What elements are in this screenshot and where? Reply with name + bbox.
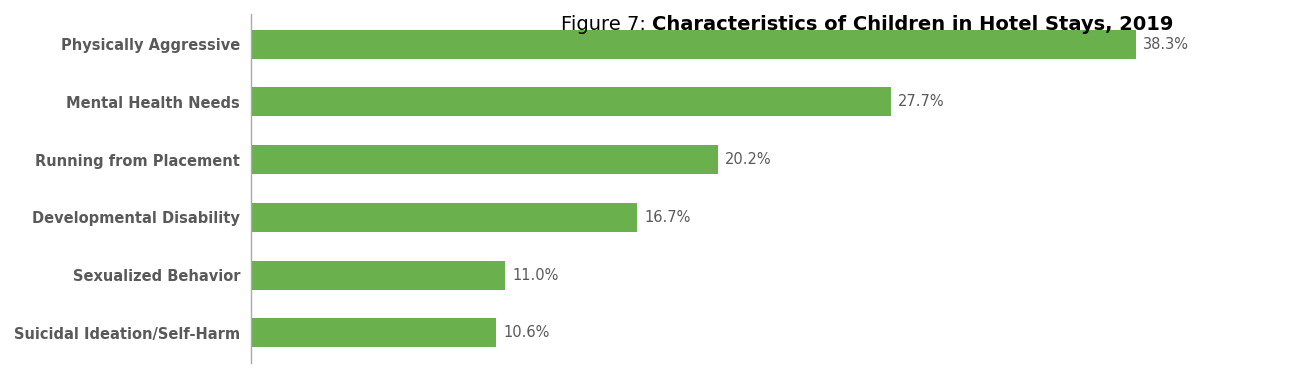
Bar: [251, 30, 1137, 59]
Text: 38.3%: 38.3%: [1143, 37, 1189, 52]
Bar: [251, 261, 505, 290]
Text: 16.7%: 16.7%: [643, 210, 690, 225]
Text: Figure 7:: Figure 7:: [561, 15, 652, 34]
Text: Characteristics of Children in Hotel Stays, 2019: Characteristics of Children in Hotel Sta…: [652, 15, 1174, 34]
Bar: [251, 318, 496, 347]
Text: 11.0%: 11.0%: [513, 268, 559, 283]
Text: 27.7%: 27.7%: [898, 94, 945, 109]
Bar: [251, 145, 718, 174]
Bar: [251, 87, 891, 116]
Text: 10.6%: 10.6%: [502, 325, 549, 340]
Text: 20.2%: 20.2%: [724, 152, 771, 167]
Bar: [251, 203, 637, 232]
